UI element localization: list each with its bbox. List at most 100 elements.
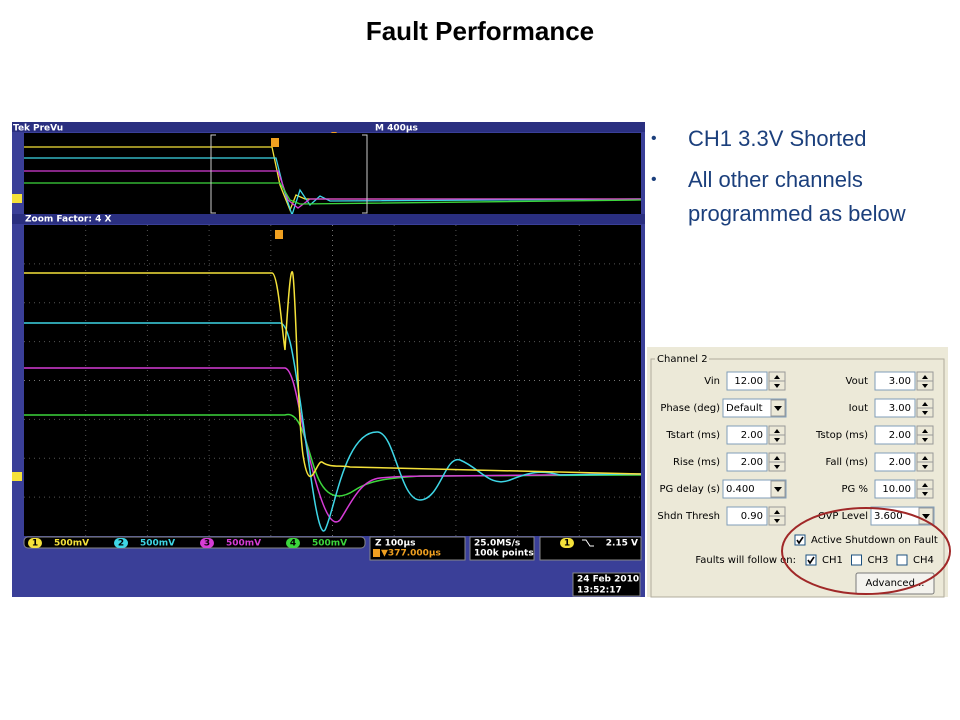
time: 13:52:17 (577, 586, 622, 596)
trigger-t-icon (373, 549, 380, 557)
field-value[interactable]: 2.00 (889, 430, 911, 441)
oscilloscope-screenshot: Tek PreVu M 400µs Zoom Factor: 4 X 1 500 (12, 122, 645, 597)
field-label: Vout (846, 376, 869, 387)
channel-bar (23, 536, 366, 549)
channel-badge (114, 538, 128, 548)
spin-arrows (774, 375, 780, 388)
channel-number: 3 (204, 539, 210, 549)
field-value[interactable]: 3.00 (889, 376, 911, 387)
record-length: 100k points (474, 549, 534, 559)
date: 24 Feb 2010 (577, 575, 639, 585)
text-input[interactable] (874, 425, 916, 445)
field-value[interactable]: 2.00 (741, 430, 763, 441)
channel-readouts: 1 500mV 2 500mV 3 500mV 4 500mV (28, 538, 347, 549)
checkbox-label[interactable]: CH1 (822, 555, 843, 566)
field-label: Iout (849, 403, 868, 414)
field-value[interactable]: 10.00 (882, 484, 911, 495)
spin-arrows (922, 375, 928, 388)
channel-number: 1 (32, 539, 38, 549)
field-label: Fall (ms) (826, 457, 869, 468)
preview-plot (24, 133, 641, 214)
channel-number: 2 (118, 539, 124, 549)
checkbox[interactable] (794, 534, 806, 546)
spin-arrows (774, 456, 780, 469)
trigger-t-icon (271, 138, 279, 147)
field-label: Phase (deg) (660, 403, 720, 414)
checkbox[interactable] (851, 554, 862, 566)
trigger-level: 2.15 V (606, 539, 638, 549)
slide-title: Fault Performance (366, 16, 594, 46)
channel-badge (28, 538, 42, 548)
group-label-bg (655, 353, 709, 365)
scope-mode: PreVu (33, 124, 63, 134)
ch1-ground-marker (12, 194, 22, 203)
dropdown[interactable] (870, 506, 935, 526)
field-label: Tstart (ms) (665, 430, 720, 441)
dropdown-arrow (774, 406, 782, 411)
preview-trace (24, 170, 641, 209)
bullet-list: CH1 3.3V Shorted All other channels progr… (648, 122, 918, 238)
checkbox[interactable] (896, 554, 908, 566)
spin-arrows (774, 429, 780, 442)
text-input[interactable] (726, 506, 768, 526)
text-input[interactable] (726, 371, 768, 391)
zoom-readout-box (369, 536, 466, 561)
checkbox-label[interactable]: Active Shutdown on Fault (811, 535, 938, 546)
dropdown-arrow (774, 487, 782, 492)
checkbox-label[interactable]: CH4 (913, 555, 934, 566)
checkbox-label[interactable]: CH3 (868, 555, 889, 566)
channel-scale: 500mV (140, 539, 175, 549)
text-input[interactable] (874, 371, 916, 391)
dropdown[interactable] (722, 479, 787, 499)
field-value[interactable]: 0.400 (726, 484, 755, 495)
field-value[interactable]: 0.90 (741, 511, 763, 522)
sample-rate: 25.0MS/s (474, 539, 520, 549)
spin-arrows (922, 402, 928, 415)
settings-panel: Channel 2 Vin 12.00 Phase (deg) Default Tsta… (647, 347, 951, 598)
trace (24, 271, 641, 478)
zoom-time: Z 100µs (375, 539, 415, 549)
dropdown-arrow (922, 514, 930, 519)
scope-top-bar (12, 122, 645, 132)
spin-arrows (922, 429, 928, 442)
trace (24, 322, 641, 532)
field-value[interactable]: 12.00 (734, 376, 763, 387)
channel-badge (200, 538, 214, 548)
main-grid (24, 225, 641, 536)
field-value[interactable]: 3.600 (874, 511, 903, 522)
zoom-bar (12, 214, 645, 224)
dropdown[interactable] (722, 398, 787, 418)
advanced-button-label[interactable]: Advanced... (866, 578, 925, 589)
field-value[interactable]: 2.00 (741, 457, 763, 468)
field-value[interactable]: Default (726, 403, 763, 414)
spin-arrows (922, 483, 928, 496)
field-label: PG delay (s) (660, 484, 721, 495)
field-value[interactable]: 2.00 (889, 457, 911, 468)
field-value[interactable]: 3.00 (889, 403, 911, 414)
trigger-position: ▼377.000µs (381, 549, 441, 559)
advanced-button[interactable] (855, 572, 935, 595)
field-label: Rise (ms) (673, 457, 720, 468)
trigger-slope-icon (582, 539, 594, 547)
channel-number: 4 (290, 539, 296, 549)
panel-fields: Vin 12.00 Phase (deg) Default Tstart (ms) 2.0… (657, 371, 935, 526)
checkbox[interactable] (805, 554, 817, 566)
field-label: Shdn Thresh (657, 511, 720, 522)
acquisition-box (469, 536, 535, 561)
text-input[interactable] (726, 425, 768, 445)
bullet: All other channels programmed as below (648, 163, 918, 231)
field-label: Tstop (ms) (815, 430, 868, 441)
checkmark (807, 556, 815, 565)
text-input[interactable] (874, 452, 916, 472)
trigger-channel-badge (560, 538, 574, 548)
channel-scale: 500mV (312, 539, 347, 549)
text-input[interactable] (874, 398, 916, 418)
trigger-channel: 1 (564, 539, 570, 549)
trigger-t-icon (275, 230, 283, 239)
text-input[interactable] (726, 452, 768, 472)
field-label: OVP Level (818, 511, 868, 522)
field-label: PG % (842, 484, 868, 495)
text-input[interactable] (874, 479, 916, 499)
